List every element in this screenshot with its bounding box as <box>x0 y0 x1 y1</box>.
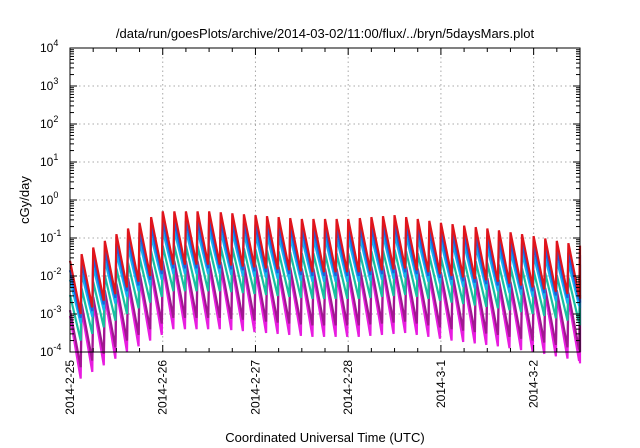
x-tick-label: 2014-2-26 <box>156 360 170 415</box>
x-tick-label: 2014-2-28 <box>341 360 355 415</box>
y-tick-label: 10-4 <box>40 342 61 359</box>
y-tick-label: 104 <box>40 38 58 55</box>
y-tick-label: 103 <box>40 76 58 93</box>
series-line <box>68 230 582 324</box>
x-tick-label: 2014-2-25 <box>63 360 77 415</box>
y-axis: 104 103 102 101 100 10-1 10-2 10-3 10-4 <box>40 38 580 359</box>
series-line <box>68 260 582 368</box>
chart-title: /data/run/goesPlots/archive/2014-03-02/1… <box>116 26 535 41</box>
y-tick-label: 100 <box>40 190 58 207</box>
y-tick-label: 10-3 <box>40 304 61 321</box>
x-tick-label: 2014-2-27 <box>248 360 262 415</box>
y-tick-label: 10-2 <box>40 266 61 283</box>
series-line <box>68 211 582 315</box>
series-line <box>68 266 582 379</box>
series-layer <box>68 211 582 379</box>
x-tick-label: 2014-3-2 <box>527 360 541 408</box>
y-tick-label: 10-1 <box>40 228 61 245</box>
y-axis-label: cGy/day <box>17 176 32 224</box>
series-line <box>68 245 582 341</box>
y-tick-label: 102 <box>40 114 58 131</box>
y-tick-label: 101 <box>40 152 58 169</box>
x-tick-label: 2014-3-1 <box>434 360 448 408</box>
x-axis-label: Coordinated Universal Time (UTC) <box>225 430 424 445</box>
x-axis: 2014-2-25 2014-2-26 2014-2-27 2014-2-28 2014… <box>63 48 581 415</box>
